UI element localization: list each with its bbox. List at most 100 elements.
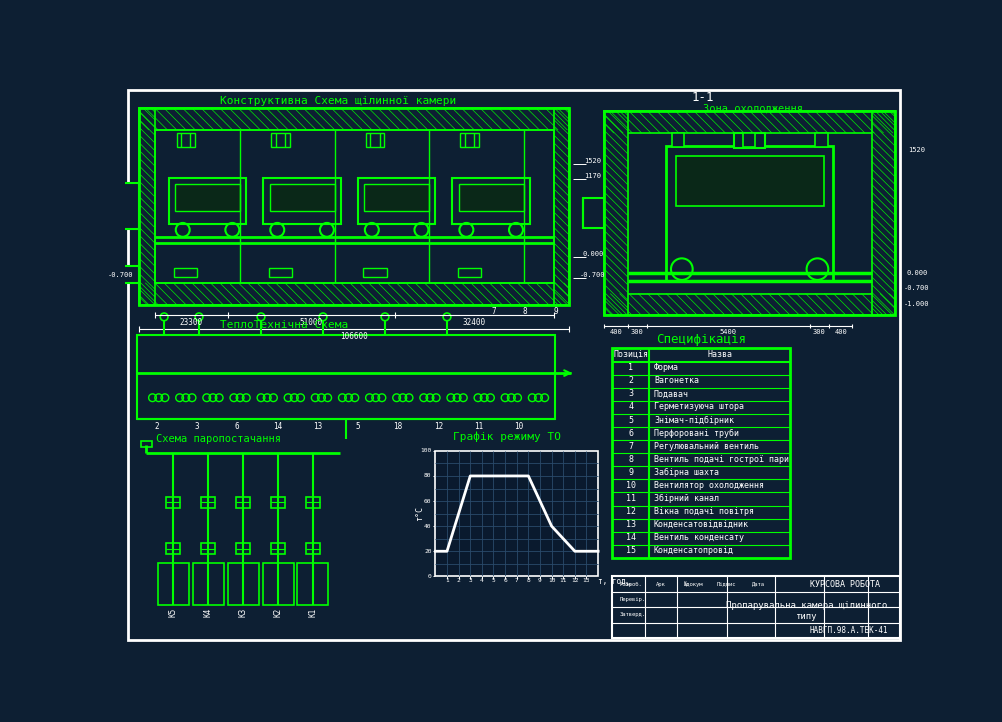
Text: Вікна подачі повітря: Вікна подачі повітря [653, 507, 754, 516]
Text: Підпис: Підпис [715, 581, 735, 586]
Text: 13: 13 [582, 578, 589, 583]
Bar [665, 146, 832, 281]
Text: Дата: Дата [752, 581, 765, 586]
Text: 7: 7 [627, 442, 632, 451]
Bar [271, 497, 285, 508]
Text: 0.000: 0.000 [581, 251, 603, 258]
Text: 400: 400 [834, 329, 847, 335]
Bar [139, 108, 569, 305]
Text: 8: 8 [522, 307, 526, 316]
Bar [298, 562, 328, 605]
Text: 11: 11 [625, 494, 635, 503]
Text: 11: 11 [559, 578, 566, 583]
Bar [227, 562, 259, 605]
Text: 12: 12 [434, 422, 443, 432]
Bar [269, 268, 292, 277]
Text: Вентиль конденсату: Вентиль конденсату [653, 534, 743, 542]
Text: 10: 10 [625, 481, 635, 490]
Bar [553, 108, 569, 305]
Text: 2: 2 [456, 578, 460, 583]
Text: 40: 40 [424, 523, 431, 529]
Text: 9: 9 [627, 468, 632, 477]
Text: Конструктивна Схема щілинної камери: Конструктивна Схема щілинної камери [220, 95, 456, 105]
Text: Подавач: Подавач [653, 389, 688, 399]
Text: Конденсатовідвідник: Конденсатовідвідник [653, 521, 748, 529]
Bar [452, 178, 529, 224]
Text: 23300: 23300 [179, 318, 202, 327]
Text: 14: 14 [273, 422, 282, 432]
Text: №докум: №докум [683, 581, 702, 587]
Text: 11: 11 [474, 422, 483, 432]
Bar [166, 543, 180, 554]
Text: 13: 13 [313, 422, 322, 432]
Text: 106600: 106600 [340, 331, 368, 341]
Text: -0.700: -0.700 [107, 272, 133, 278]
Text: 80: 80 [424, 474, 431, 479]
Text: К5: К5 [168, 608, 177, 617]
Bar [366, 133, 384, 147]
Bar [306, 543, 320, 554]
Text: Герметизуюча штора: Герметизуюча штора [653, 402, 743, 412]
Text: 2: 2 [627, 376, 632, 386]
Text: Зм: Зм [624, 581, 631, 586]
Text: 3: 3 [194, 422, 198, 432]
Text: -0.700: -0.700 [903, 285, 929, 292]
Text: 10: 10 [547, 578, 555, 583]
Bar [604, 294, 894, 316]
Bar [815, 133, 827, 147]
Text: 12: 12 [570, 578, 578, 583]
Text: 400: 400 [609, 329, 621, 335]
Bar [611, 349, 790, 558]
Text: 60: 60 [424, 499, 431, 503]
Text: К4: К4 [203, 608, 212, 617]
Bar [675, 156, 823, 206]
Text: Схема паропостачання: Схема паропостачання [155, 435, 281, 444]
Bar [457, 268, 481, 277]
Text: типу: типу [795, 612, 817, 621]
Bar [604, 111, 894, 133]
Bar [270, 183, 335, 211]
Text: НАВГП.98.А.ТБК-41: НАВГП.98.А.ТБК-41 [809, 626, 888, 635]
Bar [174, 183, 239, 211]
Text: Забірна шахта: Забірна шахта [653, 468, 718, 477]
Bar [192, 562, 223, 605]
Text: 9: 9 [538, 578, 541, 583]
Text: 9: 9 [553, 307, 557, 316]
Text: Зона охолодження: Зона охолодження [702, 103, 803, 113]
Text: 18: 18 [393, 422, 403, 432]
Text: 8: 8 [627, 455, 632, 464]
Text: 13: 13 [625, 521, 635, 529]
Text: Конденсатопровід: Конденсатопровід [653, 547, 733, 555]
Text: Пропарувальна камера щілинного: Пропарувальна камера щілинного [725, 601, 887, 610]
Bar [460, 133, 478, 147]
Bar [137, 334, 555, 419]
Bar [166, 497, 180, 508]
Text: К1: К1 [309, 608, 317, 617]
Text: Графік режиму ТО: Графік режиму ТО [452, 432, 560, 443]
Text: 3: 3 [468, 578, 472, 583]
Text: т°С: т°С [415, 505, 424, 521]
Text: Арк: Арк [655, 581, 665, 586]
Bar [458, 183, 523, 211]
Text: 20: 20 [424, 549, 431, 554]
Text: 6: 6 [627, 429, 632, 438]
Bar [176, 133, 195, 147]
Bar [168, 178, 246, 224]
Bar [264, 178, 341, 224]
Text: 6: 6 [503, 578, 506, 583]
Bar [733, 133, 764, 148]
Text: Затверд.: Затверд. [619, 612, 645, 617]
Text: Вентилятор охолодження: Вентилятор охолодження [653, 481, 764, 490]
Bar [116, 266, 139, 283]
Bar [604, 111, 627, 316]
Text: Регулювальний вентиль: Регулювальний вентиль [653, 442, 759, 451]
Text: 4: 4 [627, 402, 632, 412]
Bar [235, 497, 249, 508]
Text: 5: 5 [355, 422, 360, 432]
Text: -0.700: -0.700 [579, 272, 605, 278]
Bar [358, 178, 435, 224]
Text: 0.000: 0.000 [905, 270, 927, 276]
Bar [604, 111, 894, 316]
Bar [435, 451, 597, 576]
Text: -1.000: -1.000 [903, 301, 929, 307]
